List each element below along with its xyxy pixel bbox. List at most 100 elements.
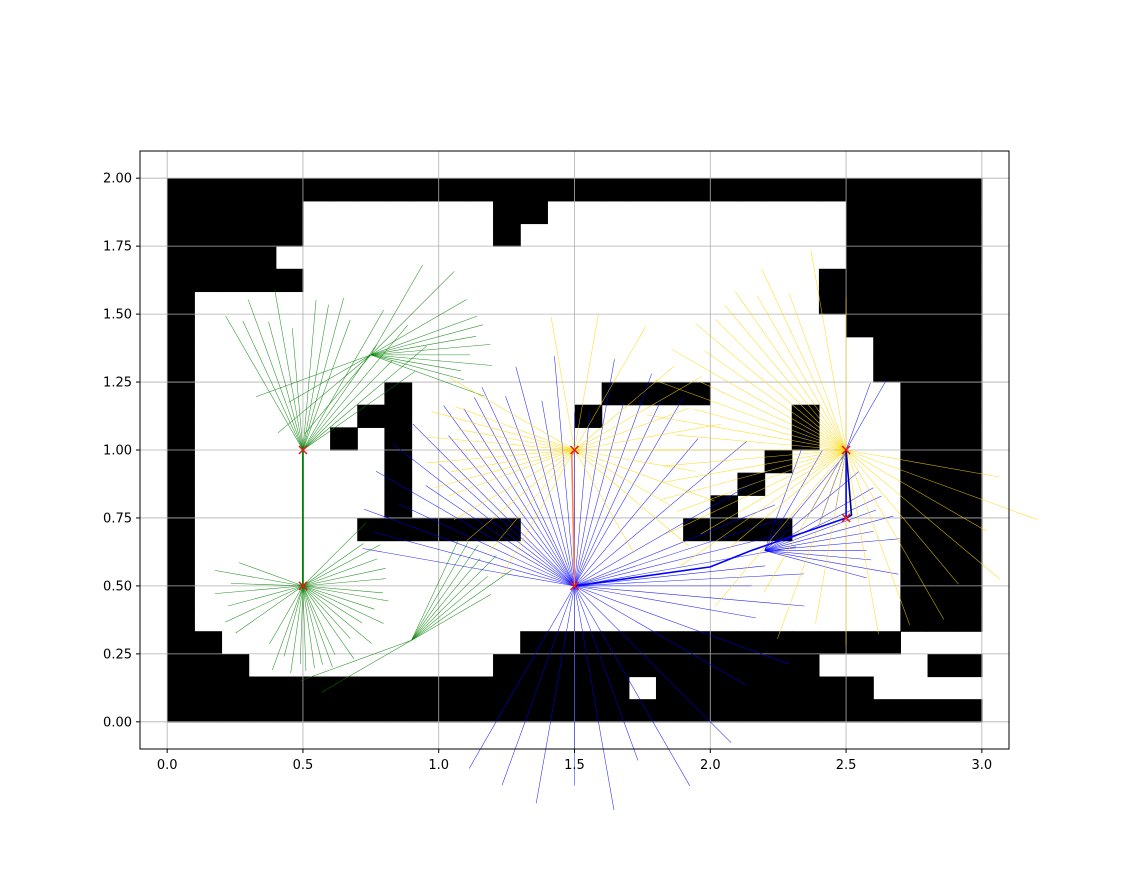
ray-line	[764, 538, 900, 551]
obstacle-cell	[900, 268, 929, 293]
obstacle-cell	[900, 382, 929, 406]
ray-line	[370, 299, 467, 356]
ray-line	[574, 408, 689, 451]
ray-line	[715, 319, 847, 451]
obstacle-cell	[520, 178, 548, 202]
obstacle-cell	[710, 517, 739, 542]
obstacle-cell	[791, 631, 820, 655]
ray-line	[715, 449, 847, 607]
obstacle-cell	[873, 699, 901, 723]
obstacle-cell	[167, 699, 195, 723]
ray-line	[238, 562, 304, 587]
ray-line	[574, 402, 624, 586]
ray-line	[845, 449, 959, 585]
ray-line	[299, 585, 304, 665]
obstacle-cell	[873, 336, 901, 360]
ray-line	[574, 449, 673, 508]
obstacle-cell	[846, 246, 874, 270]
obstacle-cell	[493, 517, 521, 542]
obstacle-cell	[873, 314, 901, 338]
obstacle-cell	[954, 359, 983, 383]
obstacle-cell	[221, 178, 250, 202]
obstacle-cell	[411, 517, 440, 542]
obstacle-cell	[384, 382, 413, 406]
obstacle-cell	[248, 246, 277, 270]
obstacle-cell	[194, 268, 223, 293]
ray-line	[574, 573, 804, 587]
ray-line	[815, 449, 847, 624]
obstacle-cell	[927, 336, 956, 360]
obstacle-cell	[737, 178, 766, 202]
ray-line	[370, 315, 478, 356]
obstacle-cell	[275, 699, 304, 723]
obstacle-cell	[900, 404, 929, 428]
obstacle-cell	[737, 699, 766, 723]
obstacle-cell	[954, 404, 983, 428]
y-tick-label: 0.00	[103, 715, 132, 730]
obstacle-cell	[655, 178, 684, 202]
ray-line	[302, 324, 408, 451]
ray-line	[370, 354, 493, 366]
obstacle-cell	[167, 472, 195, 496]
obstacle-cell	[438, 676, 467, 700]
obstacle-cell	[520, 631, 548, 655]
obstacle-cell	[248, 178, 277, 202]
ray-line	[302, 585, 355, 659]
obstacle-cell	[873, 178, 901, 202]
obstacle-cell	[167, 631, 195, 655]
ray-lines	[214, 249, 1038, 811]
obstacle-cell	[818, 631, 847, 655]
ray-line	[453, 449, 575, 520]
obstacle-cell	[927, 495, 956, 519]
ray-line	[700, 449, 847, 535]
ray-line	[255, 354, 371, 397]
ray-line	[302, 585, 384, 624]
obstacle-cell	[900, 472, 929, 496]
obstacle-cell	[221, 223, 250, 247]
ray-line	[411, 539, 459, 641]
obstacle-cell	[846, 200, 874, 225]
ray-line	[247, 299, 304, 451]
obstacle-cell	[167, 382, 195, 406]
ray-line	[283, 585, 304, 657]
obstacle-cell	[954, 382, 983, 406]
obstacle-cell	[927, 268, 956, 293]
obstacle-cell	[384, 676, 413, 700]
obstacle-cell	[194, 246, 223, 270]
ray-line	[225, 315, 304, 451]
ray-line	[370, 354, 485, 397]
obstacle-cell	[302, 178, 331, 202]
obstacle-cell	[601, 653, 630, 678]
obstacle-cell	[574, 676, 603, 700]
ray-line	[535, 585, 575, 804]
obstacle-cell	[846, 676, 874, 700]
obstacle-cell	[411, 676, 440, 700]
ray-line	[302, 299, 317, 451]
ray-line	[574, 585, 747, 686]
obstacle-cell	[167, 404, 195, 428]
obstacle-cell	[221, 200, 250, 225]
obstacle-cell	[194, 699, 223, 723]
obstacle-cell	[384, 517, 413, 542]
obstacle-cell	[628, 653, 657, 678]
ray-line	[764, 509, 877, 551]
obstacle-cell	[927, 608, 956, 632]
ray-line	[374, 532, 575, 587]
ray-line	[411, 544, 479, 641]
ray-line	[700, 381, 847, 451]
obstacle-cell	[683, 178, 711, 202]
obstacle-cell	[547, 178, 576, 202]
x-tick-label: 2.5	[836, 758, 857, 773]
ray-line	[574, 585, 732, 743]
obstacle-cell	[275, 178, 304, 202]
ray-line	[214, 570, 303, 587]
obstacle-cell	[954, 517, 983, 542]
obstacle-cell	[547, 676, 576, 700]
obstacle-cell	[547, 631, 576, 655]
ray-line	[550, 316, 575, 451]
obstacle-cell	[628, 382, 657, 406]
obstacle-cell	[927, 699, 956, 723]
ray-line	[675, 434, 847, 451]
obstacle-cell	[900, 608, 929, 632]
obstacle-cell	[330, 699, 358, 723]
